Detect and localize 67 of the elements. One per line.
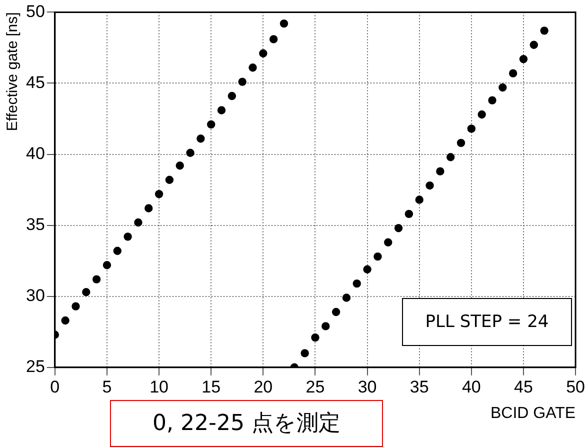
- point: [530, 40, 538, 49]
- point: [311, 333, 320, 342]
- x-axis-title: BCID GATE: [490, 404, 576, 422]
- annotation: PLL STEP = 24: [402, 298, 572, 346]
- point: [322, 322, 330, 330]
- x-tick-label: 20: [254, 377, 273, 396]
- point: [436, 167, 444, 176]
- y-tick-label: 30: [26, 286, 45, 306]
- x-tick-label: 25: [306, 377, 325, 396]
- point: [540, 26, 548, 35]
- point: [72, 302, 80, 310]
- point: [352, 279, 361, 288]
- point: [488, 96, 496, 104]
- x-tick-label: 0: [50, 377, 60, 396]
- point: [61, 316, 70, 325]
- x-tick-label: 50: [566, 377, 586, 396]
- point: [269, 35, 278, 44]
- point: [300, 349, 309, 358]
- point: [113, 246, 122, 255]
- point: [207, 120, 216, 129]
- point: [363, 265, 372, 274]
- y-tick-label: 45: [26, 72, 45, 92]
- point: [102, 261, 112, 270]
- point: [426, 181, 434, 190]
- point: [186, 148, 194, 157]
- point: [124, 232, 132, 241]
- point: [519, 54, 528, 64]
- point: [508, 69, 518, 78]
- y-tick-label: 50: [26, 2, 45, 21]
- point: [374, 252, 382, 261]
- point: [82, 288, 90, 296]
- point: [176, 162, 184, 170]
- x-tick-label: 30: [358, 377, 377, 396]
- point: [196, 134, 205, 143]
- point: [217, 106, 226, 114]
- y-axis-title: Effective gate [ns]: [4, 12, 22, 132]
- point: [154, 190, 164, 198]
- point: [332, 308, 340, 316]
- x-tick-label: 35: [410, 377, 429, 396]
- point: [259, 49, 268, 58]
- point: [394, 224, 403, 232]
- point: [446, 153, 455, 162]
- point: [165, 176, 174, 184]
- text: 0, 22-25 点を測定: [110, 400, 383, 447]
- y-tick-label: 40: [26, 144, 45, 163]
- point: [384, 238, 392, 246]
- y-tick-label: 35: [26, 215, 45, 234]
- point: [228, 92, 236, 100]
- point: [467, 124, 476, 133]
- x-tick-label: 40: [462, 377, 481, 396]
- point: [134, 218, 142, 227]
- point: [92, 275, 101, 284]
- point: [342, 294, 351, 302]
- x-tick-label: 10: [150, 377, 168, 396]
- x-tick-label: 45: [514, 377, 533, 396]
- point: [456, 138, 466, 148]
- point: [238, 78, 246, 86]
- point: [415, 196, 424, 204]
- point: [248, 64, 257, 72]
- point: [498, 83, 507, 92]
- point: [404, 210, 414, 218]
- point: [280, 19, 288, 28]
- y-tick-label: 25: [26, 357, 45, 376]
- x-tick-label: 15: [202, 377, 221, 396]
- point: [144, 204, 153, 212]
- x-tick-label: 5: [102, 377, 112, 396]
- point: [478, 110, 486, 119]
